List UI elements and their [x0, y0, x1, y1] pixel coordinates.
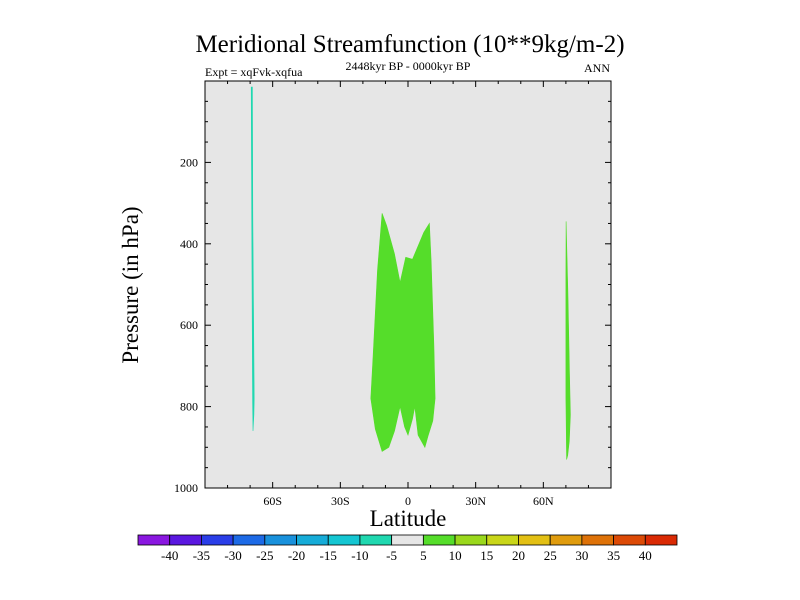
y-axis-label: Pressure (in hPa) [118, 206, 143, 363]
colorbar-box [201, 534, 234, 546]
colorbar-label: -40 [161, 548, 178, 563]
y-tick-label: 400 [180, 237, 198, 251]
equatorial-positive-region [370, 213, 436, 452]
colorbar-box [486, 534, 519, 546]
northern-positive-band [565, 221, 571, 460]
colorbar-box [296, 534, 329, 546]
colorbar-label: -35 [193, 548, 210, 563]
colorbar-label: 5 [420, 548, 427, 563]
colorbar-labels: -40 -35 -30 -25 -20 -15 -10 -5 5 10 15 20 25 30 35 40 [161, 548, 652, 563]
x-tick-label: 0 [405, 494, 411, 508]
colorbar-box [327, 534, 361, 546]
x-tick-label: 60N [533, 494, 554, 508]
colorbar-box [391, 534, 424, 546]
y-tick-labels: 200 400 600 800 1000 [174, 155, 198, 495]
season-label: ANN [584, 61, 610, 75]
colorbar-box [264, 534, 297, 546]
colorbar-label: -25 [256, 548, 273, 563]
colorbar-label: -10 [351, 548, 368, 563]
colorbar-label: 10 [449, 548, 462, 563]
y-tick-label: 200 [180, 155, 198, 169]
experiment-label: Expt = xqFvk-xqfua [205, 65, 303, 79]
colorbar-label: -20 [288, 548, 305, 563]
contour-regions [250, 86, 571, 460]
colorbar-box [422, 534, 456, 546]
southern-negative-band [250, 86, 255, 432]
colorbar-label: 25 [544, 548, 557, 563]
x-tick-label: 30S [331, 494, 350, 508]
colorbar-box [359, 534, 393, 546]
colorbar-box [169, 534, 202, 546]
colorbar-label: -15 [320, 548, 337, 563]
colorbar-box [518, 534, 551, 546]
x-tick-label: 30N [465, 494, 486, 508]
colorbar-box [232, 534, 266, 546]
y-tick-label: 600 [180, 318, 198, 332]
x-tick-label: 60S [263, 494, 282, 508]
colorbar-box [454, 534, 488, 546]
period-label: 2448kyr BP - 0000kyr BP [346, 59, 471, 73]
y-tick-label: 800 [180, 400, 198, 414]
colorbar-label: -30 [224, 548, 241, 563]
colorbar-box [644, 534, 678, 546]
colorbar-box [613, 534, 646, 546]
x-axis-label: Latitude [370, 506, 447, 531]
x-tick-labels: 60S 30S 0 30N 60N [263, 494, 554, 508]
colorbar-label: 40 [639, 548, 652, 563]
colorbar-label: -5 [386, 548, 397, 563]
colorbar-label: 30 [575, 548, 588, 563]
colorbar-label: 15 [480, 548, 493, 563]
colorbar-box [581, 534, 614, 546]
colorbar [137, 534, 678, 546]
colorbar-label: 20 [512, 548, 525, 563]
colorbar-box [137, 534, 171, 546]
y-tick-label: 1000 [174, 481, 198, 495]
chart-title: Meridional Streamfunction (10**9kg/m-2) [195, 31, 624, 58]
colorbar-box [549, 534, 583, 546]
colorbar-label: 35 [607, 548, 620, 563]
axis-ticks [205, 81, 611, 488]
